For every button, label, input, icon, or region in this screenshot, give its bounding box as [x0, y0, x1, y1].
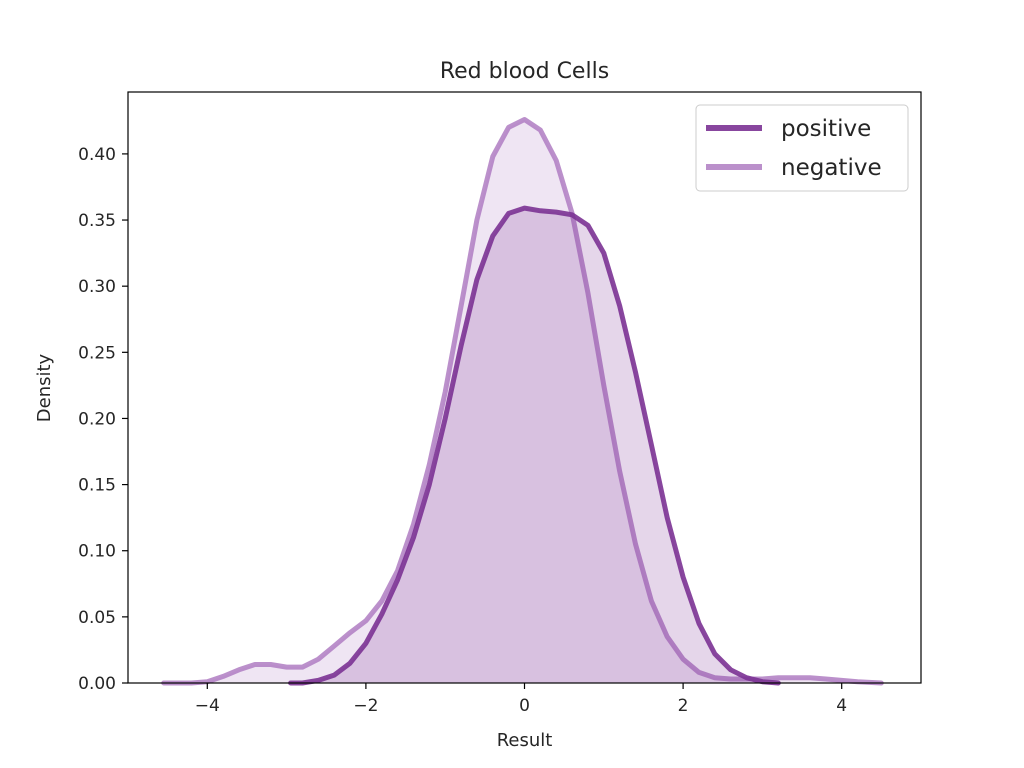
x-tick-label: 2: [678, 696, 689, 716]
chart-title: Red blood Cells: [440, 59, 609, 84]
x-tick-label: 4: [836, 696, 847, 716]
x-tick-label: −2: [353, 696, 378, 716]
y-tick-label: 0.30: [78, 277, 116, 297]
y-tick-label: 0.25: [78, 343, 116, 363]
y-tick-label: 0.15: [78, 476, 116, 496]
legend: positive negative: [695, 104, 909, 192]
legend-label-positive: positive: [781, 116, 871, 142]
area-negative: [163, 119, 882, 683]
y-tick-label: 0.00: [78, 674, 116, 694]
x-axis: −4 −2 0 2 4: [195, 683, 847, 716]
line-positive: [288, 205, 781, 686]
y-axis-label: Density: [34, 353, 55, 422]
area-positive: [290, 208, 779, 683]
y-axis: 0.00 0.05 0.10 0.15 0.20 0.25 0.30 0.35 0.40: [78, 145, 128, 694]
series-layer: [161, 117, 884, 686]
y-tick-label: 0.35: [78, 211, 116, 231]
y-tick-label: 0.05: [78, 608, 116, 628]
y-tick-label: 0.40: [78, 145, 116, 165]
x-axis-label: Result: [497, 730, 553, 751]
y-tick-label: 0.20: [78, 409, 116, 429]
x-tick-label: 0: [519, 696, 530, 716]
x-tick-label: −4: [195, 696, 220, 716]
y-tick-label: 0.10: [78, 542, 116, 562]
legend-label-negative: negative: [781, 155, 882, 181]
